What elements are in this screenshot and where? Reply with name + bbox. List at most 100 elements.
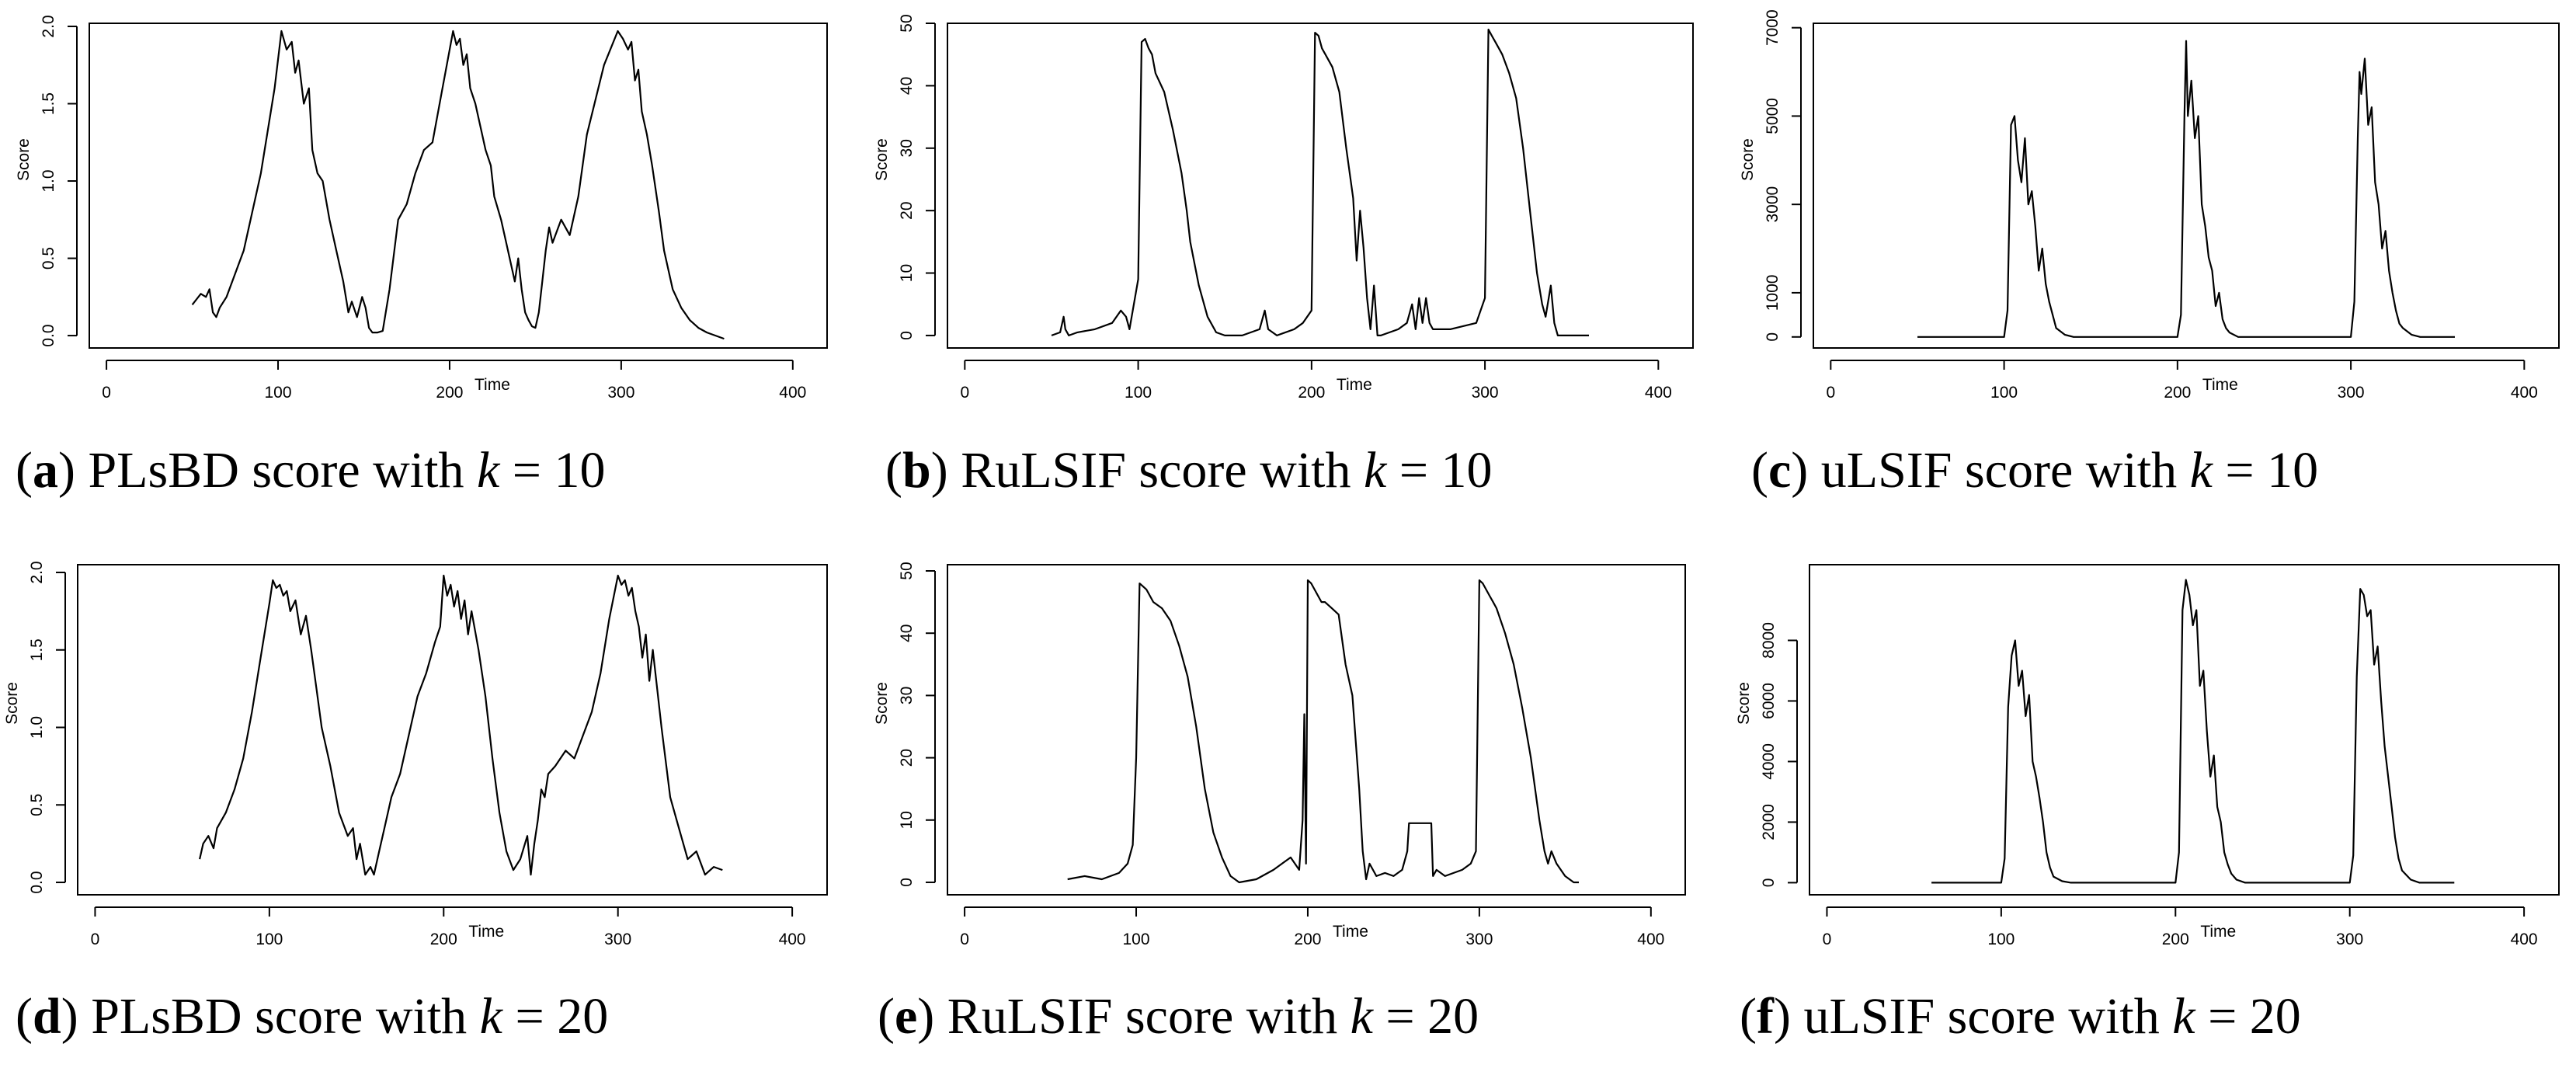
x-tick-label: 200: [430, 931, 457, 948]
caption-open-paren: (: [885, 442, 902, 499]
caption-equals: =: [502, 988, 557, 1045]
x-tick-label: 0: [91, 931, 100, 948]
x-axis-label: Time: [1337, 376, 1372, 394]
caption: (f) uLSIF score with k = 20: [1740, 988, 2301, 1045]
y-tick-label: 0: [1760, 878, 1778, 888]
x-tick-label: 300: [2336, 931, 2363, 948]
caption: (b) RuLSIF score with k = 10: [885, 442, 1493, 499]
y-tick-label: 0: [1764, 332, 1782, 342]
y-tick-label: 2.0: [28, 561, 46, 583]
plot-frame: [947, 23, 1694, 349]
caption: (d) PLsBD score with k = 20: [16, 988, 608, 1045]
y-tick-label: 10: [898, 264, 916, 282]
y-tick-label: 1.5: [28, 638, 46, 661]
x-tick-label: 300: [1472, 384, 1499, 402]
caption-letter: e: [895, 988, 917, 1045]
caption-method: uLSIF: [1821, 442, 1952, 499]
y-axis-label: Score: [1735, 682, 1753, 725]
x-tick-label: 400: [2511, 931, 2538, 948]
series-line-score: [1931, 579, 2455, 884]
y-tick-label: 1.0: [28, 716, 46, 739]
y-tick-label: 2.0: [40, 15, 57, 37]
x-tick-label: 200: [2162, 931, 2189, 948]
x-tick-label: 100: [1987, 931, 2015, 948]
plot-frame: [89, 23, 828, 349]
caption-value: 10: [2267, 442, 2318, 499]
y-axis-label: Score: [3, 682, 21, 725]
x-tick-label: 300: [1465, 931, 1493, 948]
caption-variable: k: [2172, 988, 2196, 1045]
series-line-score: [1917, 40, 2455, 338]
caption-text: score with: [1113, 988, 1351, 1045]
caption-text: score with: [239, 442, 477, 499]
caption-variable: k: [480, 988, 504, 1045]
x-tick-label: 400: [779, 384, 806, 402]
y-tick-label: 1.0: [40, 169, 57, 192]
x-tick-label: 200: [1298, 384, 1325, 402]
chart-panel-e: 0 100 200 300 400 Time 0 10 20 30 40 50 Score (e) RuL…: [873, 562, 1686, 1045]
plot-frame: [1813, 23, 2560, 349]
chart-panel-c: 0 100 200 300 400 Time 0 1000 3000 5000 7000 Score (…: [1739, 9, 2560, 499]
caption-variable: k: [1364, 442, 1388, 499]
series-line-score: [1051, 28, 1589, 336]
caption-equals: =: [1373, 988, 1427, 1045]
y-tick-label: 10: [898, 811, 916, 829]
x-tick-label: 300: [607, 384, 634, 402]
caption-close-paren: ): [917, 988, 947, 1045]
caption: (e) RuLSIF score with k = 20: [878, 988, 1479, 1045]
y-tick-label: 0.0: [40, 324, 57, 346]
caption-value: 20: [2250, 988, 2301, 1045]
y-tick-label: 20: [898, 201, 916, 219]
y-tick-label: 5000: [1764, 98, 1782, 134]
x-axis-label: Time: [1333, 923, 1368, 941]
x-tick-label: 0: [960, 384, 969, 402]
x-axis-label: Time: [468, 923, 504, 941]
x-tick-label: 200: [2164, 384, 2191, 402]
y-tick-label: 2000: [1760, 804, 1778, 840]
caption-text: score with: [1952, 442, 2189, 499]
x-axis-label: Time: [2202, 376, 2238, 394]
x-axis-label: Time: [2200, 923, 2236, 941]
y-tick-label: 3000: [1764, 186, 1782, 223]
caption-text: score with: [1935, 988, 2172, 1045]
x-tick-label: 0: [1826, 384, 1835, 402]
y-axis-label: Score: [15, 138, 33, 181]
y-tick-label: 20: [898, 749, 916, 767]
x-tick-label: 0: [1823, 931, 1832, 948]
y-tick-label: 40: [898, 624, 916, 642]
y-axis-label: Score: [1739, 138, 1757, 181]
chart-panel-b: 0 100 200 300 400 Time 0 10 20 30 40 50 Score (b) RuL…: [873, 14, 1694, 499]
caption-close-paren: ): [1791, 442, 1820, 499]
y-tick-label: 40: [898, 77, 916, 95]
y-tick-label: 6000: [1760, 683, 1778, 719]
y-tick-label: 50: [898, 14, 916, 32]
x-tick-label: 100: [1122, 931, 1149, 948]
series-line-score: [199, 574, 723, 876]
caption-variable: k: [1351, 988, 1375, 1045]
chart-panel-a: 0 100 200 300 400 Time 0.0 0.5 1.0 1.5 2.0 Score (a)…: [15, 15, 828, 499]
x-tick-label: 200: [1294, 931, 1321, 948]
x-tick-label: 0: [960, 931, 969, 948]
caption-value: 10: [1441, 442, 1493, 499]
plot-frame: [77, 564, 828, 896]
x-tick-label: 400: [1645, 384, 1672, 402]
caption-text: score with: [1126, 442, 1364, 499]
x-tick-label: 100: [1990, 384, 2018, 402]
chart-panel-f: 0 100 200 300 400 Time 0 2000 4000 6000 8000 Score (…: [1735, 564, 2560, 1045]
caption-open-paren: (: [1740, 988, 1757, 1045]
caption: (a) PLsBD score with k = 10: [16, 442, 605, 499]
caption-letter: f: [1757, 988, 1775, 1045]
x-tick-label: 400: [1637, 931, 1664, 948]
caption-open-paren: (: [16, 442, 33, 499]
y-tick-label: 0.5: [28, 794, 46, 816]
caption-letter: a: [33, 442, 58, 499]
x-tick-label: 100: [256, 931, 283, 948]
caption-open-paren: (: [878, 988, 895, 1045]
y-tick-label: 0: [898, 878, 916, 887]
caption-variable: k: [2190, 442, 2214, 499]
caption-value: 20: [1427, 988, 1479, 1045]
y-tick-label: 1000: [1764, 275, 1782, 311]
x-tick-label: 400: [2511, 384, 2538, 402]
plot-frame: [1809, 564, 2560, 896]
